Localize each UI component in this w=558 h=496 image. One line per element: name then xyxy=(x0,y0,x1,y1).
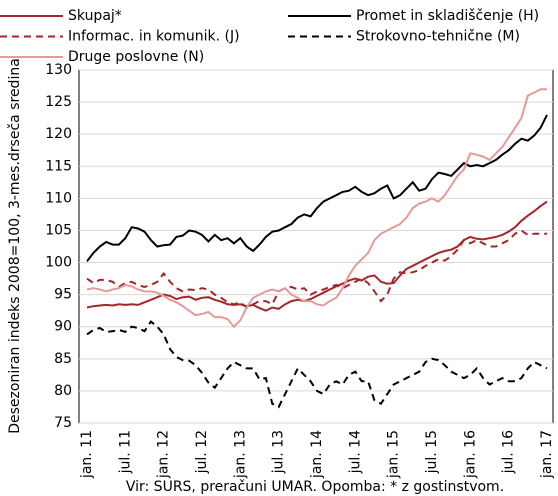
x-tick-label: jan. 16 xyxy=(462,430,478,479)
source-note: Vir: SURS, preračuni UMAR. Opomba: * z g… xyxy=(126,479,504,495)
y-tick-label: 100 xyxy=(45,255,72,271)
x-tick-label: jul. 15 xyxy=(424,430,440,474)
y-tick-label: 130 xyxy=(45,62,72,78)
x-tick-label: jul. 13 xyxy=(271,430,287,474)
y-tick-label: 75 xyxy=(54,415,72,431)
series-line xyxy=(86,114,548,262)
y-tick-label: 120 xyxy=(45,126,72,142)
y-tick-label: 95 xyxy=(54,287,72,303)
x-tick-label: jan. 13 xyxy=(232,430,248,479)
y-axis-label: Desezoniran indeks 2008=100, 3-mes.drseč… xyxy=(7,58,23,434)
x-tick-label: jul. 12 xyxy=(194,430,210,474)
x-tick-label: jan. 14 xyxy=(309,430,325,479)
x-tick-label: jan. 15 xyxy=(386,430,402,479)
x-tick-label: jul. 14 xyxy=(347,430,363,474)
y-tick-label: 85 xyxy=(54,351,72,367)
x-tick-label: jan. 12 xyxy=(156,430,172,479)
y-tick-label: 125 xyxy=(45,94,72,110)
plot-frame xyxy=(78,69,554,424)
y-tick-label: 80 xyxy=(54,383,72,399)
x-tick-label: jul. 16 xyxy=(501,430,517,474)
x-tick-label: jan. 11 xyxy=(79,430,95,479)
legend-label: Promet in skladiščenje (H) xyxy=(356,8,539,24)
series-line xyxy=(86,320,548,409)
series-line xyxy=(86,229,547,309)
x-tick-label: jan. 17 xyxy=(539,430,555,479)
y-tick-label: 115 xyxy=(45,158,72,174)
legend-label: Druge poslovne (N) xyxy=(68,49,204,65)
legend-label: Strokovno-tehnične (M) xyxy=(356,29,520,45)
series-line xyxy=(86,200,548,312)
legend-label: Informac. in komunik. (J) xyxy=(68,29,240,45)
legend-label: Skupaj* xyxy=(68,8,122,24)
series-line xyxy=(86,88,547,329)
y-tick-label: 105 xyxy=(45,222,72,238)
y-tick-label: 90 xyxy=(54,319,72,335)
x-tick-label: jul. 11 xyxy=(117,430,133,474)
y-tick-label: 110 xyxy=(45,190,72,206)
